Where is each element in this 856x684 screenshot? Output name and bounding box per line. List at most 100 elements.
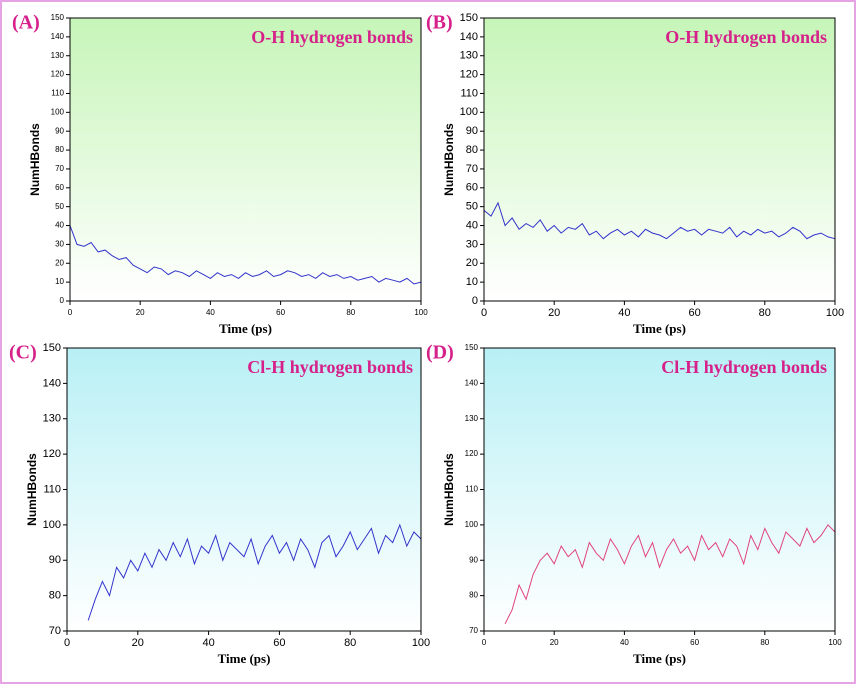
plot-background <box>70 18 421 301</box>
y-tick-label: 120 <box>460 69 478 81</box>
x-tick-label: 60 <box>276 308 285 317</box>
y-tick-label: 50 <box>466 201 478 213</box>
x-axis-label: Time (ps) <box>218 651 271 666</box>
plot-frame <box>69 17 422 302</box>
x-tick-label: 60 <box>690 638 699 647</box>
x-tick-label: 40 <box>620 638 629 647</box>
x-tick-label: 0 <box>482 638 487 647</box>
x-tick-label: 40 <box>202 637 214 649</box>
y-tick-label: 140 <box>43 377 61 389</box>
x-tick-label: 40 <box>618 307 630 319</box>
y-tick-label: 100 <box>43 519 61 531</box>
y-tick-label: 130 <box>51 51 65 60</box>
x-tick-label: 80 <box>759 307 771 319</box>
x-tick-label: 0 <box>64 637 70 649</box>
y-tick-label: 120 <box>51 70 65 79</box>
y-tick-label: 40 <box>466 219 478 231</box>
y-tick-label: 20 <box>55 258 64 267</box>
y-tick-label: 60 <box>55 183 64 192</box>
y-tick-label: 130 <box>465 414 479 423</box>
x-tick-label: 0 <box>68 308 73 317</box>
panel-title: O-H hydrogen bonds <box>251 27 413 47</box>
y-tick-label: 10 <box>55 277 64 286</box>
y-tick-label: 30 <box>466 238 478 250</box>
y-tick-label: 80 <box>466 144 478 156</box>
y-tick-label: 90 <box>49 554 61 566</box>
y-tick-label: 30 <box>55 240 64 249</box>
panel-title: Cl-H hydrogen bonds <box>661 357 827 377</box>
y-tick-label: 130 <box>460 50 478 62</box>
y-tick-label: 90 <box>466 125 478 137</box>
x-tick-label: 60 <box>688 307 700 319</box>
x-axis-label: Time (ps) <box>219 321 272 336</box>
plot-frame <box>483 17 836 302</box>
y-tick-label: 50 <box>55 202 64 211</box>
y-tick-label: 140 <box>460 31 478 43</box>
data-line <box>69 225 422 285</box>
y-tick-label: 150 <box>51 13 65 22</box>
y-tick-label: 150 <box>460 12 478 24</box>
x-tick-label: 20 <box>548 307 560 319</box>
data-line <box>504 524 836 625</box>
y-tick-label: 80 <box>469 591 478 600</box>
y-axis-label: NumHBonds <box>442 123 456 196</box>
y-tick-label: 110 <box>465 485 478 494</box>
y-tick-label: 110 <box>43 483 61 495</box>
plot-background <box>484 18 835 301</box>
y-tick-label: 70 <box>55 164 64 173</box>
panel-label: (C) <box>9 342 37 364</box>
panel-label: (D) <box>426 342 454 364</box>
panel-label: (B) <box>426 12 453 34</box>
panel-title: Cl-H hydrogen bonds <box>247 357 413 377</box>
x-tick-label: 20 <box>132 637 144 649</box>
panel-label: (A) <box>12 12 40 34</box>
x-tick-label: 60 <box>273 637 285 649</box>
y-tick-label: 70 <box>469 626 478 635</box>
y-tick-label: 20 <box>466 257 478 269</box>
y-tick-label: 100 <box>465 520 479 529</box>
x-tick-label: 100 <box>414 308 428 317</box>
data-line <box>87 523 422 621</box>
y-tick-label: 120 <box>43 448 61 460</box>
y-tick-label: 100 <box>460 106 478 118</box>
y-tick-label: 150 <box>465 343 479 352</box>
y-tick-label: 80 <box>49 590 61 602</box>
x-tick-label: 20 <box>550 638 559 647</box>
y-tick-label: 100 <box>51 107 65 116</box>
x-tick-label: 80 <box>760 638 769 647</box>
y-tick-label: 0 <box>60 296 65 305</box>
y-tick-label: 140 <box>465 378 479 387</box>
y-tick-label: 140 <box>51 32 65 41</box>
x-axis-label: Time (ps) <box>633 321 686 336</box>
y-tick-label: 10 <box>466 276 478 288</box>
plot-background <box>484 348 835 631</box>
panel-title: O-H hydrogen bonds <box>665 27 827 47</box>
y-tick-label: 70 <box>466 163 478 175</box>
y-tick-label: 110 <box>51 89 64 98</box>
y-tick-label: 90 <box>55 126 64 135</box>
x-tick-label: 80 <box>346 308 355 317</box>
y-tick-label: 0 <box>472 295 478 307</box>
x-tick-label: 0 <box>481 307 487 319</box>
x-tick-label: 100 <box>412 637 430 649</box>
x-tick-label: 20 <box>136 308 145 317</box>
y-tick-label: 90 <box>469 555 478 564</box>
y-tick-label: 60 <box>466 182 478 194</box>
y-tick-label: 40 <box>55 221 64 230</box>
x-tick-label: 40 <box>206 308 215 317</box>
y-tick-label: 150 <box>43 342 61 354</box>
x-tick-label: 80 <box>344 637 356 649</box>
y-tick-label: 110 <box>460 87 478 99</box>
y-tick-label: 130 <box>43 413 61 425</box>
x-axis-label: Time (ps) <box>633 651 686 666</box>
plot-background <box>67 348 421 631</box>
x-tick-label: 100 <box>826 307 844 319</box>
y-axis-label: NumHBonds <box>25 453 39 526</box>
y-axis-label: NumHBonds <box>442 453 456 526</box>
y-axis-label: NumHBonds <box>28 123 42 196</box>
data-line <box>483 201 836 240</box>
y-tick-label: 80 <box>55 145 64 154</box>
x-tick-label: 100 <box>828 638 842 647</box>
